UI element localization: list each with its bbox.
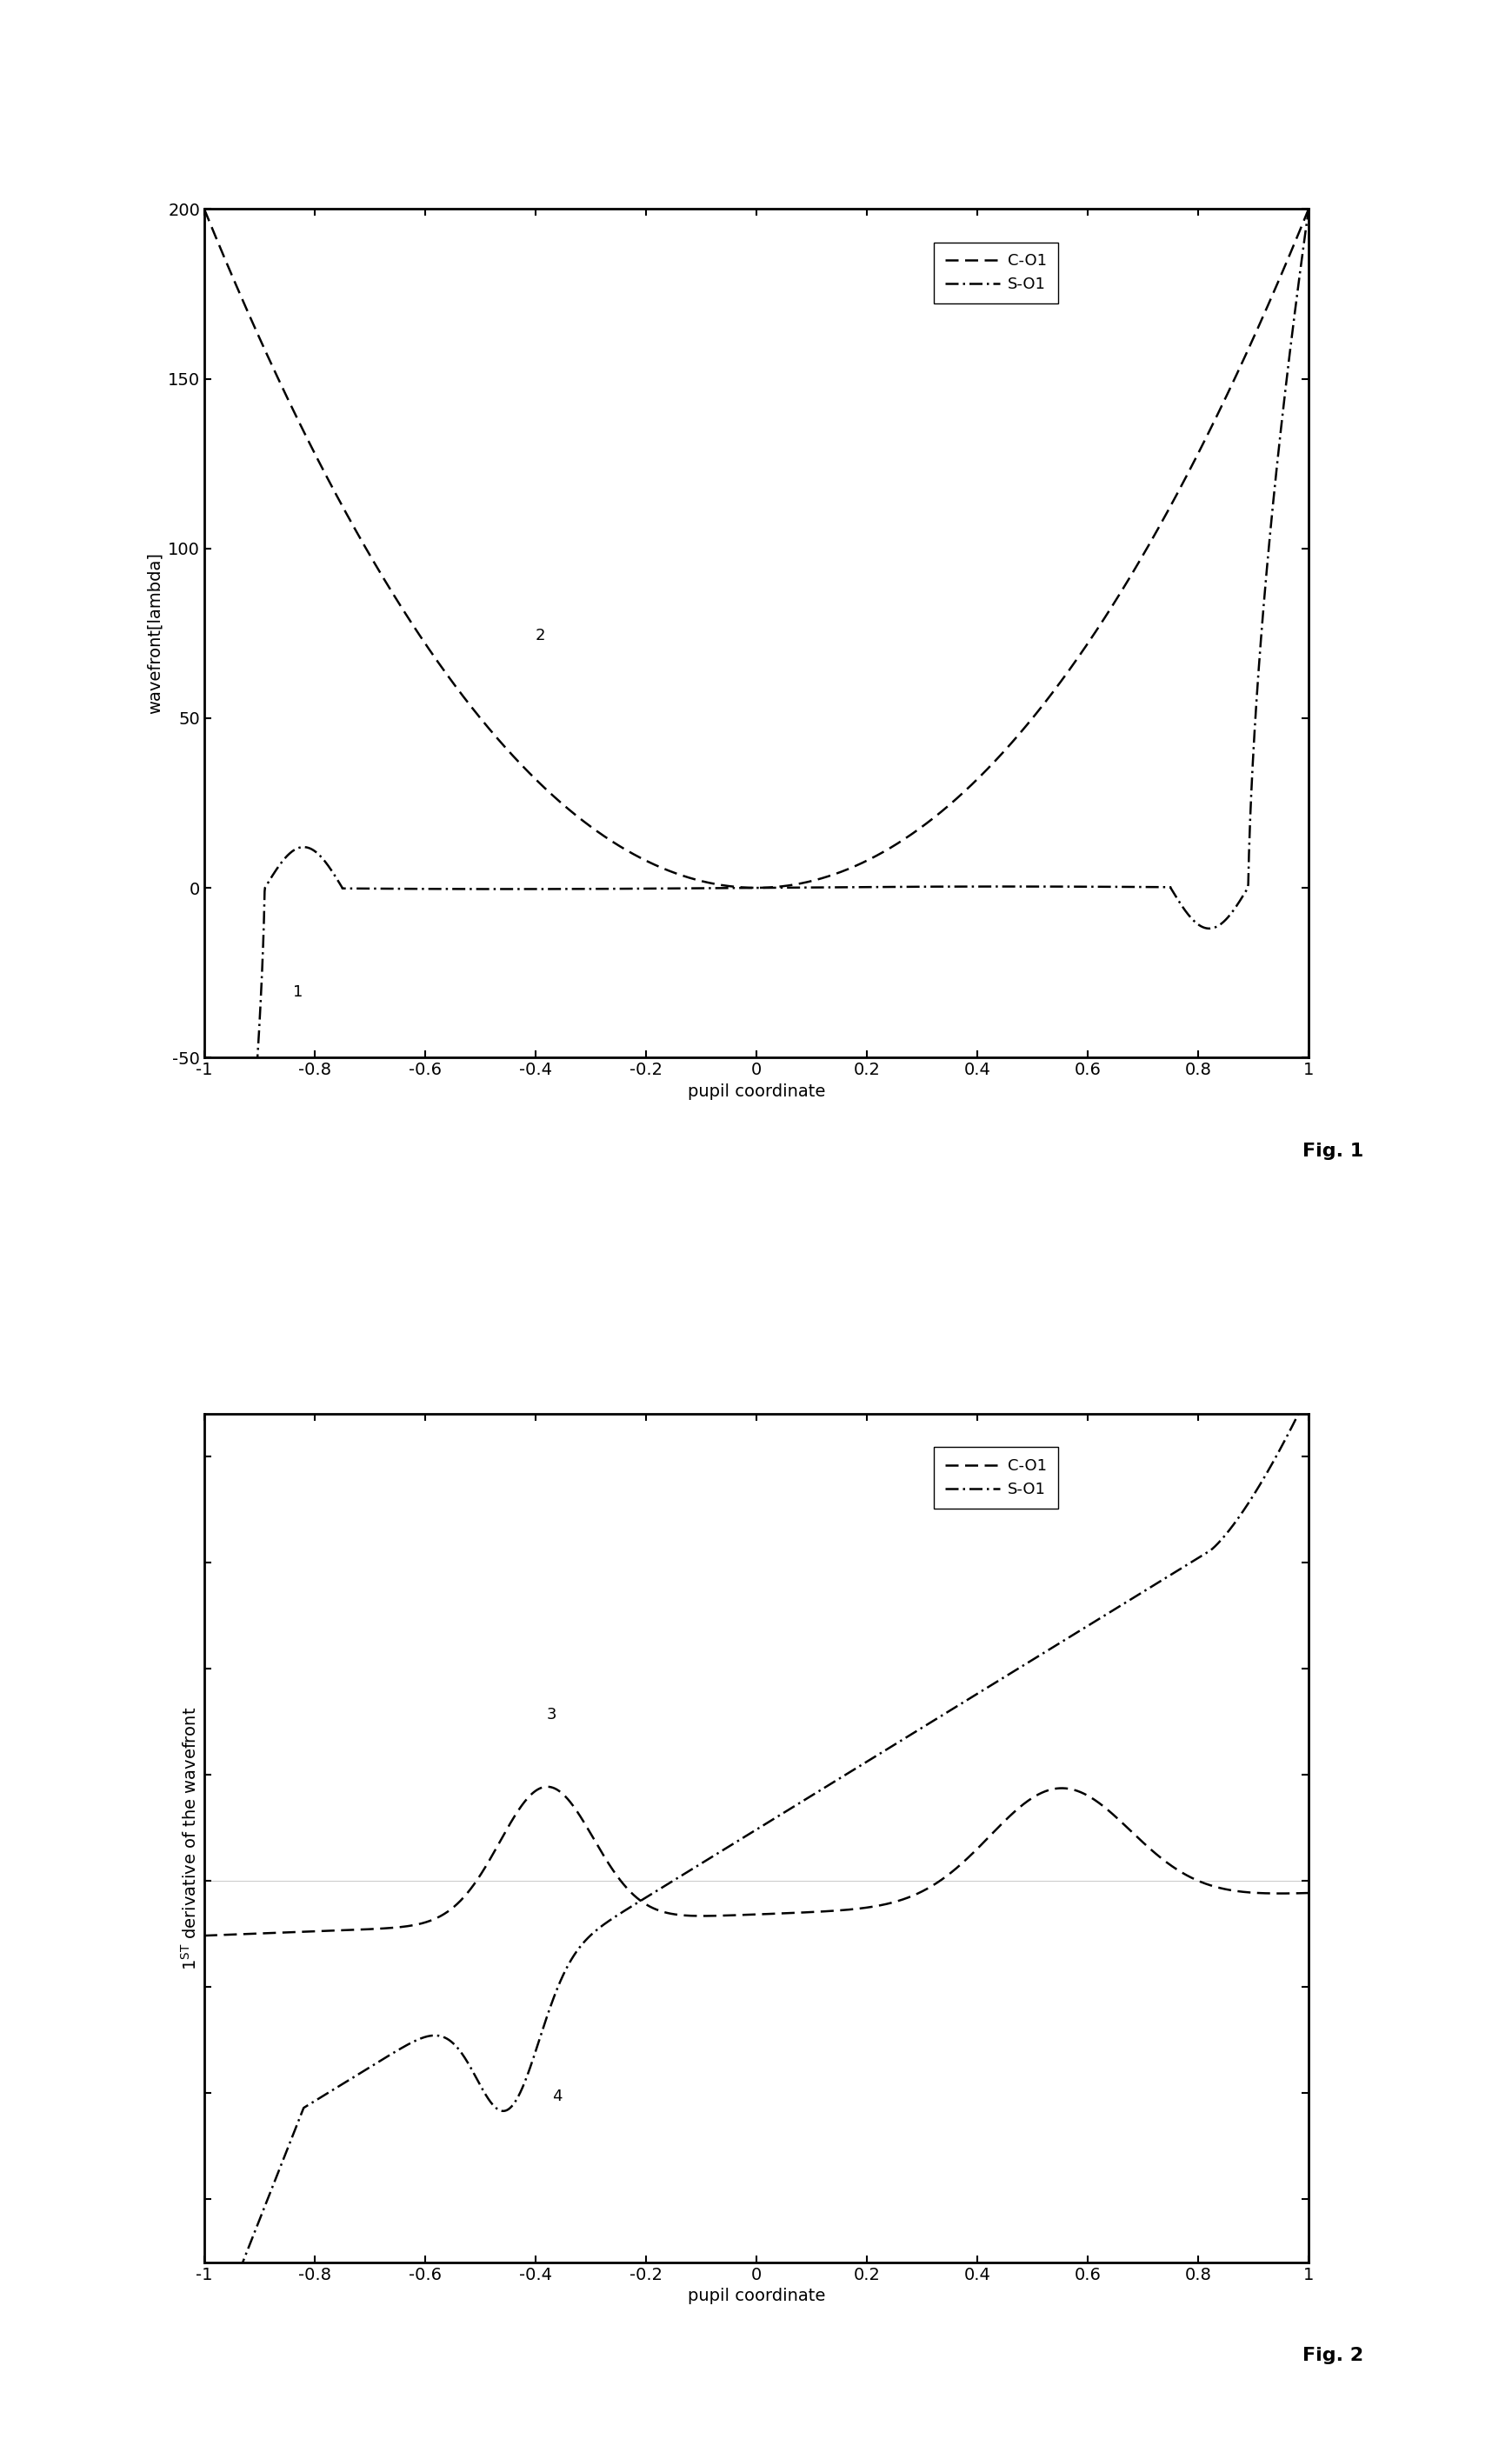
S-O1 (667, 1864, 685, 1893)
Legend: C-O1, S-O1: C-O1, S-O1 (933, 243, 1057, 302)
Text: 1: 1 (292, 984, 302, 1001)
Legend: C-O1, S-O1: C-O1, S-O1 (933, 1448, 1057, 1507)
S-O1 (1278, 1421, 1296, 1451)
Text: 3: 3 (546, 1707, 556, 1724)
S-O1 (618, 873, 637, 902)
Text: 4: 4 (552, 2088, 562, 2105)
Y-axis label: wavefront[lambda]: wavefront[lambda] (147, 553, 163, 713)
S-O1 (387, 2036, 405, 2066)
C-O1 (618, 836, 637, 866)
C-O1 (1158, 1849, 1176, 1879)
Line: C-O1: C-O1 (204, 1788, 1308, 1935)
C-O1 (195, 194, 213, 224)
S-O1 (1158, 1561, 1176, 1591)
Text: Fig. 1: Fig. 1 (1302, 1143, 1364, 1161)
C-O1 (667, 858, 685, 888)
X-axis label: pupil coordinate: pupil coordinate (686, 2287, 826, 2304)
C-O1 (618, 1874, 637, 1903)
S-O1 (321, 853, 339, 883)
Text: 2: 2 (535, 627, 546, 644)
S-O1 (1278, 361, 1296, 391)
S-O1 (195, 1552, 213, 1581)
C-O1 (1158, 494, 1176, 524)
C-O1 (387, 583, 405, 612)
C-O1 (321, 470, 339, 499)
C-O1 (321, 1916, 339, 1945)
X-axis label: pupil coordinate: pupil coordinate (686, 1082, 826, 1099)
C-O1 (1278, 246, 1296, 275)
S-O1 (1158, 873, 1176, 902)
S-O1 (1299, 1377, 1317, 1407)
Text: Fig. 2: Fig. 2 (1302, 2348, 1364, 2366)
S-O1 (1299, 194, 1317, 224)
Line: C-O1: C-O1 (204, 209, 1308, 888)
C-O1 (1299, 194, 1317, 224)
C-O1 (667, 1901, 685, 1930)
S-O1 (321, 2078, 339, 2107)
C-O1 (387, 1913, 405, 1943)
Line: S-O1: S-O1 (204, 1392, 1308, 2361)
C-O1 (195, 1920, 213, 1950)
C-O1 (538, 1773, 556, 1802)
C-O1 (1278, 1879, 1296, 1908)
C-O1 (747, 873, 765, 902)
C-O1 (1299, 1879, 1317, 1908)
Line: S-O1: S-O1 (204, 209, 1308, 1566)
S-O1 (618, 1893, 637, 1923)
Y-axis label: $1^{\mathregular{ST}}$ derivative of the wavefront: $1^{\mathregular{ST}}$ derivative of the… (180, 1707, 200, 1970)
S-O1 (387, 873, 405, 902)
S-O1 (195, 2346, 213, 2375)
S-O1 (667, 873, 685, 902)
